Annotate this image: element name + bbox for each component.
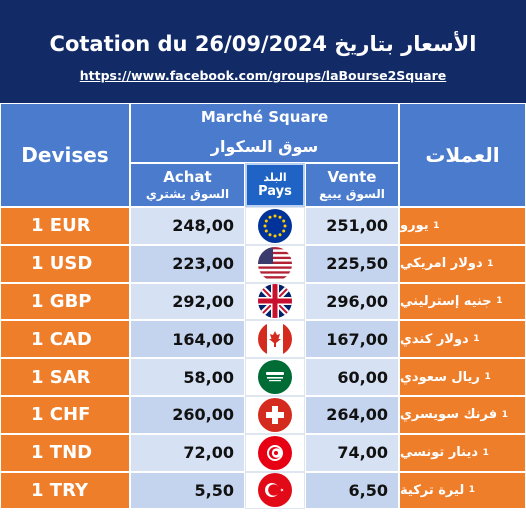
currency-name: ريال سعودي <box>400 369 480 385</box>
vente-label: Vente <box>327 167 377 186</box>
flag-cell <box>245 396 305 434</box>
currency-name-ar: 1 فرنك سويسري <box>399 396 526 434</box>
vente-header: Vente السوق يبيع <box>305 163 399 207</box>
currency-name: فرنك سويسري <box>400 407 498 423</box>
currency-name: ليرة تركية <box>400 482 465 498</box>
facebook-group-link[interactable]: https://www.facebook.com/groups/laBourse… <box>79 68 447 83</box>
currency-code: 1 TRY <box>0 471 130 510</box>
flag-cell <box>245 433 305 472</box>
achat-price: 260,00 <box>130 396 245 434</box>
canada-flag-icon <box>258 322 292 357</box>
vente-price: 60,00 <box>305 358 399 396</box>
currency-code: 1 CAD <box>0 320 130 359</box>
currency-qty: 1 <box>501 409 508 420</box>
currencies-ar-header: العملات <box>399 103 526 207</box>
flag-cell <box>245 320 305 359</box>
achat-price: 223,00 <box>130 244 245 283</box>
vente-price: 167,00 <box>305 320 399 359</box>
flag-cell <box>245 471 305 510</box>
currency-qty: 1 <box>496 296 503 307</box>
currency-name: جنيه إسترليني <box>400 293 492 309</box>
page-title: Cotation du 26/09/2024 الأسعار بتاريخ <box>49 32 477 56</box>
achat-price: 164,00 <box>130 320 245 359</box>
turkey-flag-icon <box>258 473 292 508</box>
achat-header: Achat السوق يشتري <box>130 163 245 207</box>
currency-qty: 1 <box>487 258 494 269</box>
currency-name-ar: 1 دينار تونسي <box>399 433 526 472</box>
flag-cell <box>245 244 305 283</box>
currency-code: 1 SAR <box>0 358 130 396</box>
vente-price: 296,00 <box>305 282 399 321</box>
achat-price: 292,00 <box>130 282 245 321</box>
swiss-flag-icon <box>258 397 292 432</box>
flag-cell <box>245 358 305 396</box>
currency-name-ar: 1 جنيه إسترليني <box>399 282 526 321</box>
currency-code: 1 GBP <box>0 282 130 321</box>
currency-code: 1 TND <box>0 433 130 472</box>
devises-header: Devises <box>0 103 130 207</box>
vente-price: 225,50 <box>305 244 399 283</box>
achat-label: Achat <box>163 167 212 186</box>
page-header: Cotation du 26/09/2024 الأسعار بتاريخ ht… <box>0 0 526 103</box>
flag-cell <box>245 282 305 321</box>
currency-qty: 1 <box>473 334 480 345</box>
tunisia-flag-icon <box>258 435 292 470</box>
currency-name-ar: 1 ريال سعودي <box>399 358 526 396</box>
achat-price: 58,00 <box>130 358 245 396</box>
vente-price: 251,00 <box>305 207 399 245</box>
market-title-fr: Marché Square <box>200 108 329 126</box>
achat-price: 248,00 <box>130 207 245 245</box>
pays-header: البلد Pays <box>245 163 305 207</box>
us-flag-icon <box>258 246 292 281</box>
currency-name: دولار امريكي <box>400 256 483 272</box>
market-title-ar: سوق السكوار <box>210 137 319 156</box>
currency-name: دينار تونسي <box>400 445 479 461</box>
currency-qty: 1 <box>484 372 491 383</box>
currency-code: 1 EUR <box>0 207 130 245</box>
vente-ar-label: السوق يبيع <box>319 186 385 201</box>
currency-qty: 1 <box>482 447 489 458</box>
achat-price: 72,00 <box>130 433 245 472</box>
vente-price: 6,50 <box>305 471 399 510</box>
vente-price: 264,00 <box>305 396 399 434</box>
currency-name: يورو <box>400 218 429 234</box>
market-header: Marché Square سوق السكوار <box>130 103 399 163</box>
pays-ar-label: البلد <box>263 171 287 184</box>
currency-qty: 1 <box>468 485 475 496</box>
currency-code: 1 USD <box>0 244 130 283</box>
uk-flag-icon <box>258 284 292 319</box>
currency-code: 1 CHF <box>0 396 130 434</box>
currency-name-ar: 1 يورو <box>399 207 526 245</box>
vente-price: 74,00 <box>305 433 399 472</box>
eu-flag-icon <box>258 208 292 243</box>
currency-name: دولار كندي <box>400 331 469 347</box>
achat-ar-label: السوق يشتري <box>145 186 230 201</box>
achat-price: 5,50 <box>130 471 245 510</box>
saudi-flag-icon <box>258 360 292 395</box>
pays-label: Pays <box>258 184 292 199</box>
currency-name-ar: 1 دولار امريكي <box>399 244 526 283</box>
currency-qty: 1 <box>433 220 440 231</box>
flag-cell <box>245 207 305 245</box>
currency-name-ar: 1 دولار كندي <box>399 320 526 359</box>
currency-name-ar: 1 ليرة تركية <box>399 471 526 510</box>
